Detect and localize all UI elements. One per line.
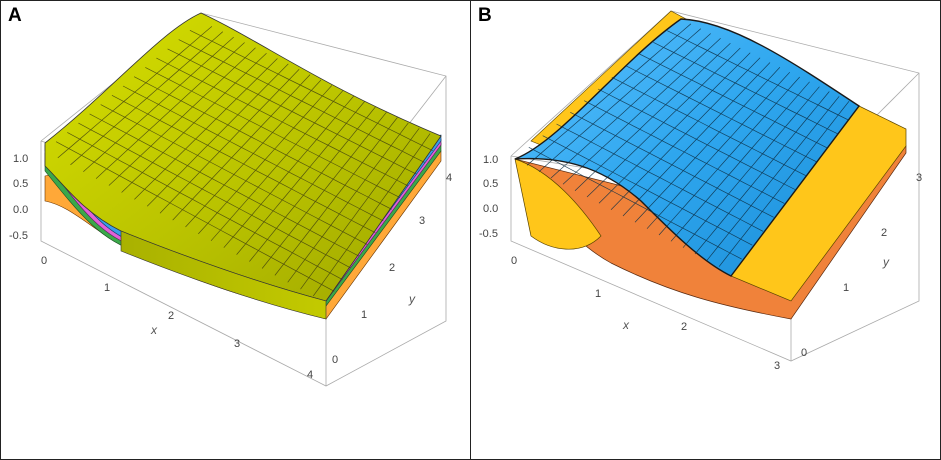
- y-tick: 1: [843, 282, 849, 294]
- mesh-line: [210, 90, 344, 242]
- z-tick: -0.5: [479, 228, 498, 240]
- y-tick: 2: [881, 227, 887, 239]
- x-tick: 2: [681, 321, 687, 333]
- mesh-line: [718, 100, 850, 267]
- mesh-line: [198, 85, 333, 235]
- z-tick: 1.0: [483, 154, 498, 166]
- x-axis-name: x: [622, 318, 630, 332]
- mesh-line: [598, 52, 751, 204]
- mesh-line: [300, 128, 420, 290]
- z-tick: 0.5: [483, 178, 498, 190]
- x-tick: 0: [41, 255, 47, 267]
- mesh-line: [646, 71, 791, 229]
- mesh-line: [706, 96, 840, 261]
- surface-main: [44, 12, 442, 320]
- mesh-line: [574, 42, 731, 191]
- mesh-line: [108, 47, 256, 186]
- mesh-line: [538, 28, 702, 172]
- z-tick: 1.0: [13, 153, 28, 165]
- x-tick: 2: [168, 310, 174, 322]
- mesh-line: [249, 106, 376, 262]
- x-tick: 3: [234, 338, 240, 350]
- z-tick: 0.5: [13, 178, 28, 190]
- mesh-line: [526, 23, 692, 166]
- y-axis: 0 1 2 3 4 y: [332, 172, 452, 366]
- mesh-line: [562, 38, 721, 185]
- y-tick: 1: [361, 309, 367, 321]
- y-tick: 4: [446, 172, 452, 184]
- mesh-line: [185, 79, 322, 228]
- mesh-line: [312, 133, 431, 297]
- y-tick: 0: [801, 347, 807, 359]
- mesh-line: [236, 101, 365, 255]
- y-axis-name: y: [408, 292, 416, 306]
- y-tick: 3: [419, 215, 425, 227]
- surface-plot-a: 1.0 0.5 0.0 -0.5 0 1 2 3 4 x 0 1 2 3 4: [9, 12, 452, 387]
- z-tick: 0.0: [13, 204, 28, 216]
- x-tick: 4: [307, 369, 313, 381]
- z-axis: 1.0 0.5 0.0 -0.5: [479, 154, 498, 240]
- surface-blue: [514, 18, 861, 277]
- x-tick: 3: [774, 360, 780, 372]
- mesh-line: [610, 57, 761, 210]
- mesh-line: [550, 33, 711, 179]
- y-tick: 3: [916, 172, 922, 184]
- x-axis: 0 1 2 3 x: [511, 255, 780, 372]
- mesh-line: [83, 36, 234, 172]
- mesh-line: [586, 47, 741, 198]
- mesh-line: [682, 86, 820, 248]
- mesh-line: [670, 81, 810, 242]
- mesh-line: [57, 26, 213, 159]
- panel-a: A: [1, 1, 471, 459]
- y-tick: 0: [332, 354, 338, 366]
- mesh-line: [134, 58, 278, 200]
- mesh-line: [95, 42, 245, 179]
- z-axis: 1.0 0.5 0.0 -0.5: [9, 153, 28, 242]
- y-tick: 2: [389, 262, 395, 274]
- x-axis: 0 1 2 3 4 x: [41, 255, 313, 381]
- y-axis-name: y: [882, 255, 890, 269]
- mesh-line: [146, 63, 289, 207]
- mesh-line: [634, 67, 781, 223]
- mesh-line: [261, 111, 387, 269]
- x-tick: 1: [104, 282, 110, 294]
- mesh-line: [287, 122, 409, 283]
- panel-b: B: [471, 1, 940, 459]
- mesh-line: [159, 69, 300, 214]
- mesh-line: [622, 62, 771, 217]
- mesh-line: [172, 74, 311, 221]
- panel-label: A: [8, 5, 22, 26]
- mesh-line: [121, 52, 267, 193]
- z-tick: -0.5: [9, 230, 28, 242]
- y-axis: 0 1 2 3 y: [801, 172, 922, 359]
- mesh-line: [274, 117, 398, 276]
- x-axis-name: x: [150, 323, 158, 337]
- x-tick: 0: [511, 255, 517, 267]
- panel-label: B: [478, 5, 492, 26]
- mesh-line: [70, 31, 224, 166]
- mesh-line: [694, 91, 830, 255]
- mesh-line: [658, 76, 800, 236]
- mesh-line: [223, 95, 354, 248]
- x-tick: 1: [595, 288, 601, 300]
- z-tick: 0.0: [483, 203, 498, 215]
- surface-plot-b: 1.0 0.5 0.0 -0.5 0 1 2 3 x 0 1 2 3 y: [479, 10, 922, 372]
